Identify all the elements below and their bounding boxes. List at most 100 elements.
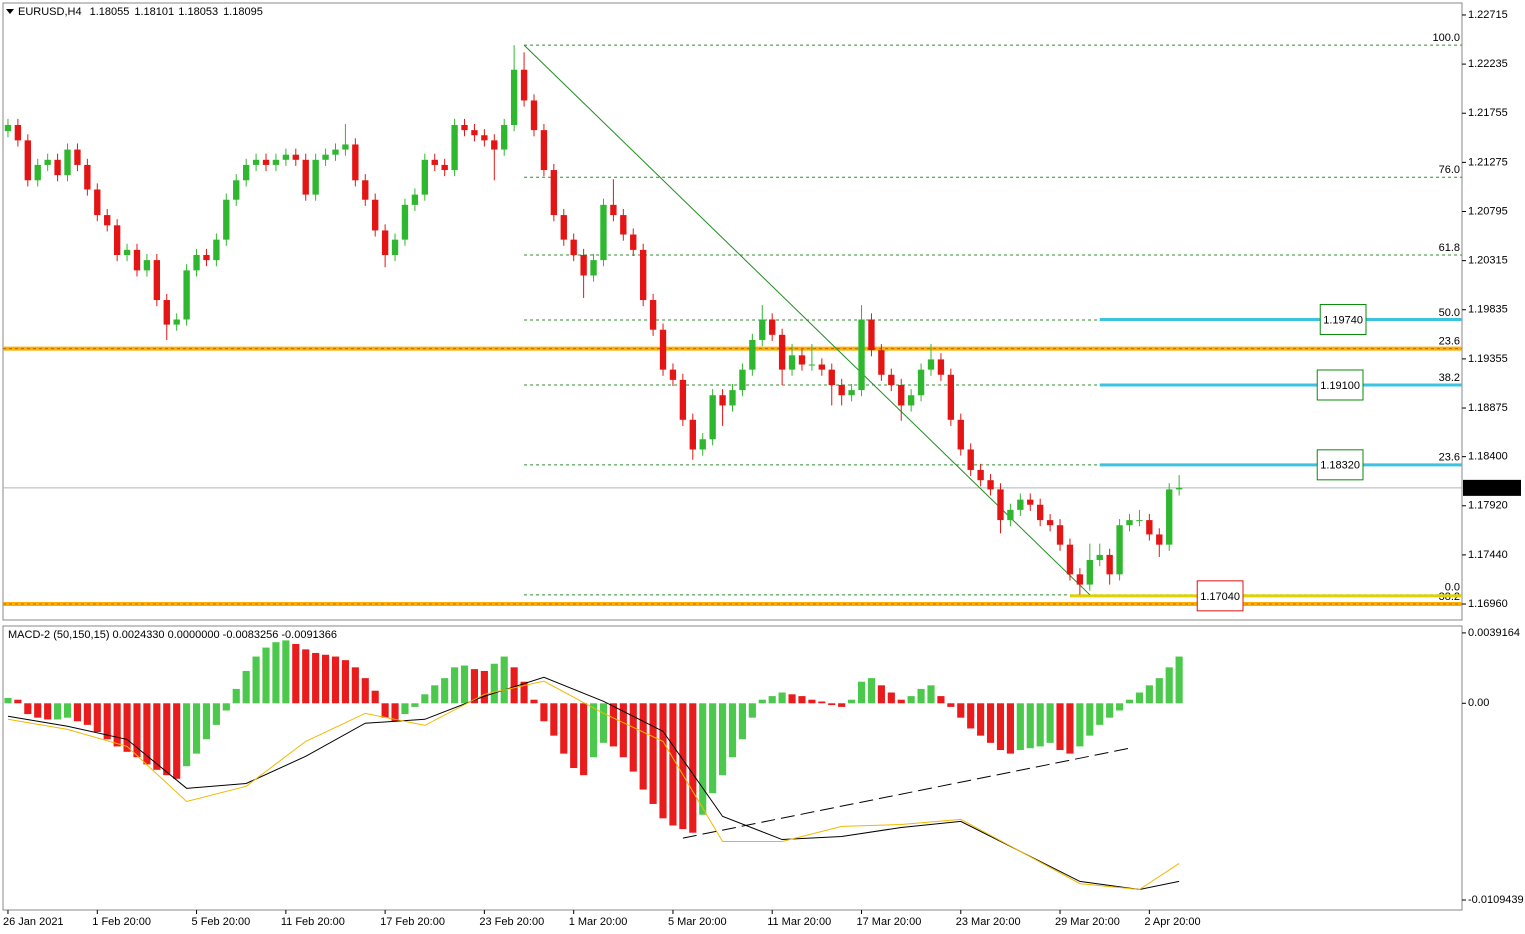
histogram-bar	[679, 703, 687, 830]
candle-body	[937, 359, 945, 375]
macd-title: MACD-2 (50,150,15) 0.0024330 0.0000000 -…	[8, 629, 337, 641]
fib-level-label: 50.0	[1439, 307, 1460, 319]
histogram-bar	[133, 703, 141, 758]
histogram-bar	[103, 703, 111, 740]
candle-body	[421, 159, 428, 195]
histogram-bar	[292, 643, 300, 704]
target-box-frame	[1196, 580, 1244, 612]
histogram-bar	[183, 703, 191, 767]
histogram-bar	[1066, 703, 1074, 754]
candle-body	[1017, 499, 1024, 510]
candle-body	[1136, 520, 1143, 522]
histogram-bar	[877, 685, 885, 704]
histogram-bar	[202, 703, 211, 740]
candle-body	[302, 159, 309, 195]
y-tick-label: 1.18400	[1468, 451, 1508, 463]
candle-body	[372, 199, 379, 231]
candle-body	[1116, 525, 1123, 575]
y-tick-label: 1.22715	[1468, 9, 1508, 21]
candle-body	[1066, 544, 1074, 575]
candle-body	[620, 215, 627, 235]
histogram-bar	[222, 703, 230, 711]
fib-level-label: 61.8	[1439, 242, 1460, 254]
candle-body	[491, 140, 498, 150]
y-tick-label: 1.20315	[1468, 255, 1508, 267]
candle-body	[967, 449, 974, 470]
target-label: 1.17040	[1200, 591, 1240, 603]
histogram-bar	[1106, 703, 1114, 718]
histogram-bar	[391, 703, 399, 722]
y-tick-label: 0.0039164	[1468, 627, 1520, 639]
candle-body	[1056, 525, 1064, 545]
menu-arrow	[6, 9, 14, 14]
candle-body	[550, 170, 558, 216]
histogram-bar	[560, 703, 568, 754]
histogram-bar	[1026, 703, 1034, 749]
candle-body	[233, 180, 240, 200]
candle-body	[123, 249, 131, 255]
close-price: 1.18095	[223, 6, 263, 18]
candle-body	[322, 154, 329, 160]
candle-body	[739, 369, 746, 391]
histogram-bar	[639, 703, 647, 790]
low-price: 1.18053	[178, 6, 218, 18]
target-box-frame	[1316, 369, 1364, 401]
candle-body	[888, 374, 895, 385]
histogram-bar	[828, 703, 836, 706]
histogram-bar	[321, 654, 330, 704]
candle-body	[34, 164, 41, 181]
histogram-bar	[381, 703, 389, 718]
candle-body	[153, 260, 161, 301]
candle-body	[778, 334, 786, 370]
target-label: 1.19100	[1320, 380, 1360, 392]
macd-panel-frame	[2, 625, 1463, 911]
candle-body	[342, 144, 349, 150]
x-tick-label: 1 Mar 20:00	[569, 916, 628, 928]
histogram-bar	[500, 656, 508, 704]
histogram-bar	[748, 703, 756, 718]
histogram-bar	[192, 703, 201, 754]
candle-body	[54, 159, 61, 176]
candle-body	[1106, 554, 1113, 575]
histogram-bar	[371, 690, 379, 704]
candle-body	[580, 254, 587, 276]
candle-body	[610, 204, 617, 216]
candle-body	[451, 125, 458, 171]
histogram-bar	[1116, 703, 1124, 711]
candle-body	[520, 69, 528, 101]
candle-body	[848, 390, 855, 396]
histogram-bar	[73, 703, 82, 722]
histogram-bar	[1006, 703, 1014, 754]
histogram-bar	[1076, 703, 1084, 747]
high-price: 1.18101	[134, 6, 174, 18]
histogram-bar	[619, 703, 627, 758]
candle-body	[540, 130, 548, 171]
histogram-bar	[867, 678, 876, 704]
candle-body	[997, 489, 1004, 521]
candle-body	[679, 379, 687, 420]
candle-body	[391, 239, 399, 255]
histogram-bar	[510, 667, 518, 704]
histogram-bar	[689, 703, 697, 833]
histogram-bar	[629, 703, 637, 772]
candle-body	[292, 154, 299, 160]
price-panel-frame	[2, 2, 1463, 621]
candle-body	[1126, 520, 1133, 526]
histogram-bar	[1086, 703, 1094, 736]
fib-level-label: 0.0	[1445, 582, 1460, 594]
candle-body	[907, 395, 915, 406]
histogram-bar	[272, 642, 280, 704]
candle-body	[788, 355, 796, 370]
histogram-bar	[470, 669, 479, 704]
candle-body	[590, 260, 597, 276]
candle-body	[639, 249, 647, 301]
y-tick-label: 1.17440	[1468, 549, 1508, 561]
candle-body	[411, 194, 419, 205]
histogram-bar	[848, 699, 856, 704]
histogram-bar	[401, 703, 409, 715]
histogram-bar	[857, 681, 866, 704]
histogram-bar	[719, 703, 727, 776]
